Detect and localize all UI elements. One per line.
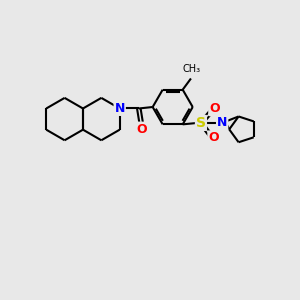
Text: O: O bbox=[208, 131, 219, 144]
Text: O: O bbox=[209, 102, 220, 115]
Text: N: N bbox=[115, 102, 125, 115]
Text: S: S bbox=[196, 116, 206, 130]
Text: CH₃: CH₃ bbox=[182, 64, 200, 74]
Text: N: N bbox=[217, 116, 227, 129]
Text: O: O bbox=[136, 123, 147, 136]
